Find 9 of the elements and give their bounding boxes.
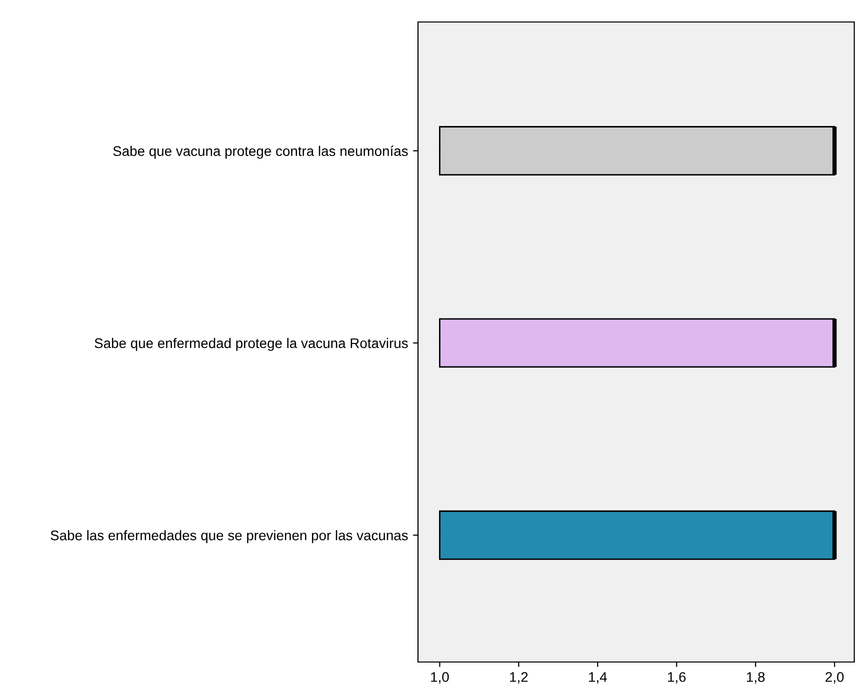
y-tick-label: Sabe que enfermedad protege la vacuna Rotavirus <box>94 338 408 351</box>
x-tick-label: 1,6 <box>668 672 686 684</box>
x-tick-label: 1,0 <box>431 672 449 684</box>
y-tick-label: Sabe que vacuna protege contra las neumonías <box>113 146 408 159</box>
y-tick-label: Sabe las enfermedades que se previenen por las vacunas <box>50 530 408 544</box>
x-tick-label: 1,8 <box>746 672 765 684</box>
x-tick-label: 2,0 <box>826 672 844 684</box>
x-tick-label: 1,4 <box>589 672 607 684</box>
x-tick-label: 1,2 <box>510 672 528 684</box>
